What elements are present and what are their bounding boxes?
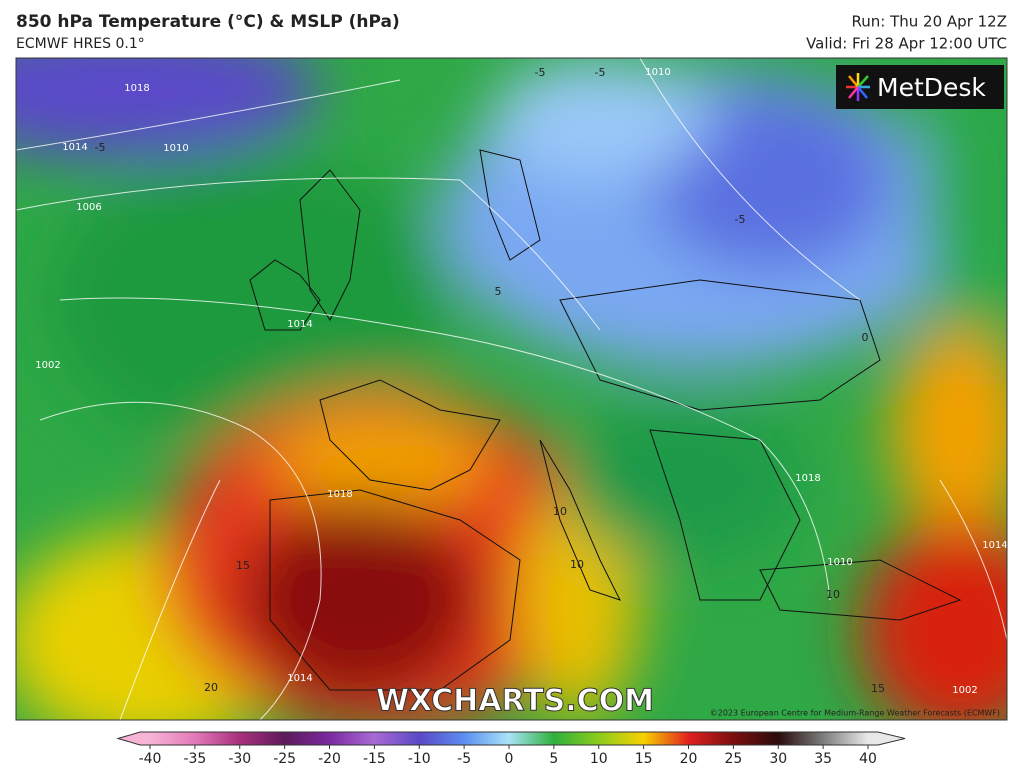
isobar-label: 1010 — [827, 557, 852, 568]
temperature-label: 15 — [871, 682, 885, 695]
isobar-label: 1006 — [76, 202, 101, 213]
valid-time: Valid: Fri 28 Apr 12:00 UTC — [806, 35, 1007, 53]
copyright: ©2023 European Centre for Medium-Range W… — [710, 709, 1000, 718]
temperature-label: -5 — [95, 141, 106, 154]
colorbar-tick-label: 25 — [724, 751, 742, 767]
colorbar-tick-label: -15 — [363, 751, 386, 767]
colorbar-tick-label: 15 — [635, 751, 653, 767]
isobar-label: 1010 — [163, 143, 188, 154]
watermark: WXCHARTS.COM — [376, 684, 654, 719]
temperature-label: 0 — [862, 331, 869, 344]
temperature-label: -5 — [735, 213, 746, 226]
isobar-label: 1014 — [287, 319, 312, 330]
colorbar-tick-label: -20 — [318, 751, 341, 767]
temperature-label: 10 — [826, 588, 840, 601]
colorbar-tick-label: -35 — [183, 751, 206, 767]
colorbar-tick-label: 10 — [590, 751, 608, 767]
colorbar-tick-label: -25 — [273, 751, 296, 767]
logo: MetDesk — [877, 73, 986, 102]
isobar-label: 1018 — [124, 83, 149, 94]
temperature-label: 10 — [570, 558, 584, 571]
isobar-label: 1002 — [952, 685, 977, 696]
isobar-label: 1010 — [645, 67, 670, 78]
temperature-label: 20 — [204, 681, 218, 694]
isobar-label: 1014 — [62, 142, 87, 153]
temperature-label: 5 — [495, 285, 502, 298]
colorbar-tick-label: 0 — [505, 751, 514, 767]
isobar-label: 1018 — [327, 489, 352, 500]
title: 850 hPa Temperature (°C) & MSLP (hPa) — [16, 12, 400, 32]
colorbar-tick-label: 30 — [769, 751, 787, 767]
colorbar-tick-label: -40 — [139, 751, 162, 767]
colorbar-bar — [116, 731, 906, 746]
isobar-label: 1014 — [287, 673, 312, 684]
run-time: Run: Thu 20 Apr 12Z — [852, 13, 1007, 31]
logo-box: MetDesk — [836, 65, 1004, 109]
temperature-label: 15 — [236, 559, 250, 572]
temperature-label: 10 — [553, 505, 567, 518]
colorbar-tick-label: 20 — [680, 751, 698, 767]
colorbar-tick-label: -5 — [457, 751, 471, 767]
subtitle: ECMWF HRES 0.1° — [16, 36, 145, 52]
colorbar: -40 -35 -30 -25 -20 -15 -10 -5 0 5 10 15 20 25 30 35 40 — [116, 731, 906, 767]
colorbar-tick-label: 5 — [549, 751, 558, 767]
colorbar-tick-label: -10 — [408, 751, 431, 767]
temperature-label: -5 — [595, 66, 606, 79]
isobar-label: 1014 — [982, 540, 1007, 551]
map-frame — [15, 57, 1008, 721]
isobar-label: 1002 — [35, 360, 60, 371]
isobar-label: 1018 — [795, 473, 820, 484]
temperature-label: -5 — [535, 66, 546, 79]
colorbar-tick-label: 40 — [859, 751, 877, 767]
colorbar-tick-label: 35 — [814, 751, 832, 767]
colorbar-tick-label: -30 — [228, 751, 251, 767]
